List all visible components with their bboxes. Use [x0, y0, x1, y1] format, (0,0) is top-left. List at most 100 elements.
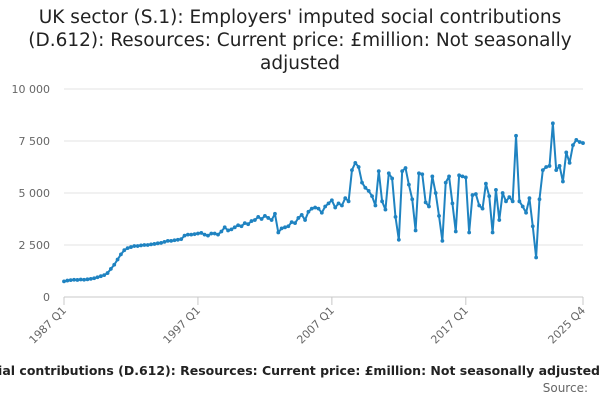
- data-point: [125, 246, 130, 251]
- data-point: [356, 165, 361, 169]
- y-tick-label: 10 000: [12, 83, 51, 96]
- data-point: [473, 192, 478, 196]
- data-point: [500, 191, 505, 195]
- data-point: [420, 172, 425, 177]
- data-point: [303, 218, 307, 222]
- data-point: [437, 213, 441, 218]
- data-point: [102, 273, 107, 278]
- data-point: [219, 229, 224, 234]
- data-point: [353, 160, 358, 165]
- data-point: [206, 233, 210, 238]
- data-point: [497, 218, 502, 222]
- data-point: [574, 138, 579, 142]
- data-point: [413, 228, 418, 233]
- x-tick-label: 1997 Q1: [161, 304, 204, 347]
- chart-title: UK sector (S.1): Employers' imputed soci…: [28, 7, 572, 74]
- data-point: [410, 197, 415, 202]
- data-point: [504, 199, 508, 204]
- data-point: [457, 173, 462, 178]
- data-point: [366, 189, 371, 193]
- data-point: [222, 225, 227, 230]
- data-point: [393, 215, 398, 219]
- data-point: [179, 237, 184, 242]
- data-point: [490, 230, 495, 235]
- data-point: [162, 239, 167, 244]
- data-point: [108, 267, 113, 271]
- data-point: [65, 278, 70, 283]
- data-point: [453, 229, 458, 234]
- data-point: [494, 187, 498, 192]
- data-point: [75, 278, 80, 282]
- data-point: [82, 277, 86, 282]
- data-point: [165, 238, 170, 243]
- data-point: [189, 232, 194, 237]
- data-point: [530, 224, 535, 229]
- data-point: [447, 174, 451, 179]
- data-point: [443, 180, 448, 185]
- data-point: [175, 237, 180, 242]
- x-tick-label: 2007 Q1: [294, 304, 337, 347]
- data-point: [229, 227, 234, 232]
- data-point: [115, 257, 120, 262]
- data-point: [390, 176, 395, 181]
- data-point: [122, 248, 127, 253]
- data-point: [129, 245, 133, 249]
- data-point: [72, 277, 76, 282]
- data-point: [403, 166, 408, 170]
- data-point: [507, 195, 512, 200]
- data-point: [239, 224, 244, 229]
- data-point: [212, 231, 217, 236]
- data-point: [336, 201, 341, 206]
- data-point: [232, 225, 237, 230]
- data-point: [149, 242, 153, 247]
- x-axis-label-text: Employers' imputed social contributions …: [0, 363, 600, 378]
- data-point: [145, 243, 150, 247]
- data-point: [286, 224, 291, 229]
- data-point: [252, 218, 257, 222]
- data-point: [581, 141, 585, 145]
- data-point: [202, 232, 207, 237]
- data-point: [383, 207, 388, 212]
- data-point: [483, 181, 488, 186]
- data-point: [279, 226, 284, 231]
- data-point: [105, 271, 110, 275]
- data-point: [567, 160, 572, 165]
- data-point: [340, 203, 344, 208]
- data-point: [427, 204, 431, 209]
- data-point: [537, 197, 542, 202]
- data-point: [350, 168, 354, 173]
- data-point: [256, 215, 261, 219]
- x-tick-label: 2017 Q1: [428, 304, 471, 347]
- data-point: [561, 179, 565, 184]
- data-point: [380, 199, 384, 204]
- data-point: [132, 244, 137, 248]
- data-point: [460, 174, 465, 179]
- data-point: [309, 206, 314, 211]
- data-point: [406, 182, 411, 187]
- data-point: [276, 230, 281, 235]
- data-point: [440, 238, 445, 243]
- data-point: [343, 196, 348, 201]
- data-point: [98, 274, 103, 279]
- data-point: [396, 237, 401, 242]
- data-point: [564, 150, 569, 155]
- data-point: [78, 277, 83, 282]
- data-point: [306, 209, 311, 214]
- data-point: [534, 255, 539, 260]
- data-point: [226, 228, 230, 233]
- data-point: [182, 233, 187, 238]
- y-tick-label: 0: [43, 291, 50, 304]
- x-tick-label: 1987 Q1: [27, 304, 70, 347]
- data-point: [470, 193, 475, 197]
- data-point: [417, 171, 421, 176]
- data-point: [386, 171, 391, 176]
- data-point: [209, 231, 214, 236]
- data-point: [400, 169, 405, 174]
- x-axis-label: Employers' imputed social contributions …: [0, 363, 600, 378]
- data-point: [88, 277, 93, 281]
- data-point: [139, 243, 143, 248]
- y-tick-label: 7 500: [19, 135, 51, 148]
- data-point: [430, 174, 435, 179]
- data-point: [517, 199, 522, 204]
